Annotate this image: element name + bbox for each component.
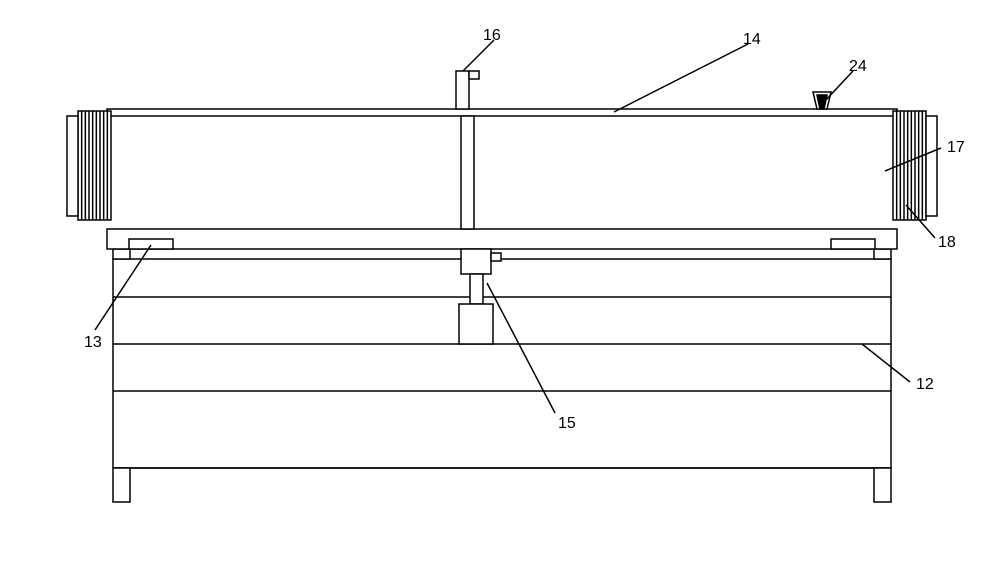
callout-14: 14 (743, 31, 761, 49)
callout-24: 24 (849, 58, 867, 76)
engineering-figure (0, 0, 1000, 564)
callout-18: 18 (938, 234, 956, 252)
callout-13: 13 (84, 334, 102, 352)
callout-15: 15 (558, 415, 576, 433)
callout-16: 16 (483, 27, 501, 45)
callout-17: 17 (947, 139, 965, 157)
callout-12: 12 (916, 376, 934, 394)
